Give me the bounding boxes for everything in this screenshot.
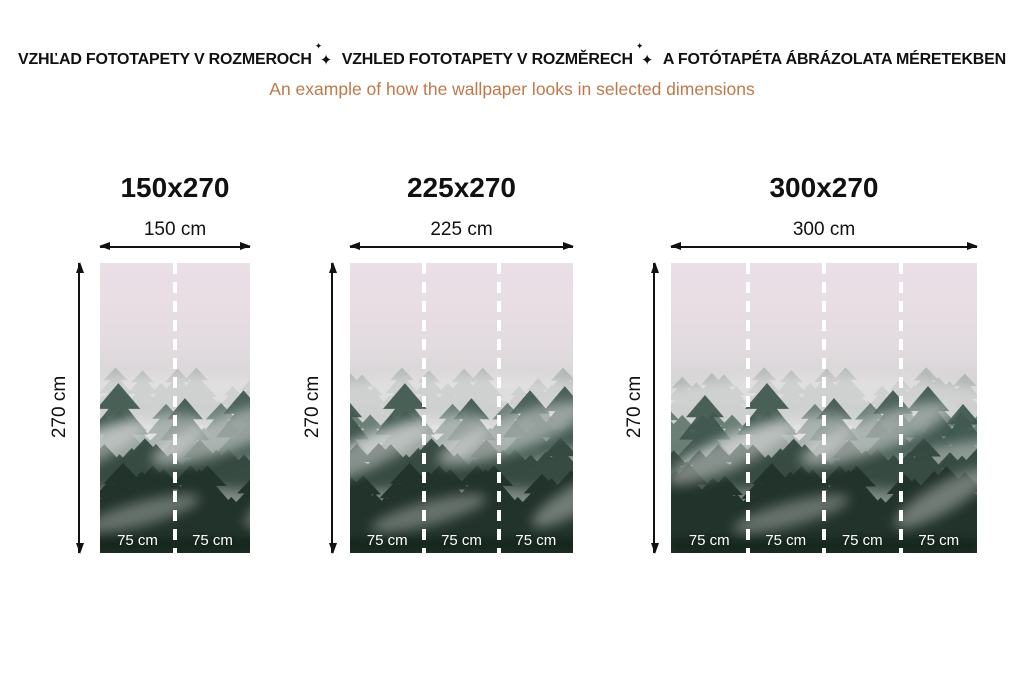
segment-width-label: 75 cm [918, 532, 960, 549]
width-arrow [99, 242, 251, 250]
title-part-cz: VZHLED FOTOTAPETY V ROZMĚRECH [341, 51, 633, 68]
wallpaper-preview-150x270: 75 cm 75 cm [100, 263, 250, 553]
height-dimension-label: 270 cm [49, 375, 70, 439]
panel-divider [822, 263, 826, 553]
segment-width-label: 75 cm [441, 532, 482, 549]
panel-divider [496, 263, 501, 553]
height-arrow [76, 262, 84, 554]
width-arrow [670, 242, 978, 250]
sparkle-icon: ✦ ✦ [635, 42, 654, 70]
segment-labels: 75 cm 75 cm 75 cm 75 cm [671, 532, 977, 549]
subtitle: An example of how the wallpaper looks in… [269, 79, 755, 99]
panel-divider [898, 263, 903, 553]
foggy-forest-image [350, 263, 573, 553]
width-dimension-label: 225 cm [430, 219, 493, 240]
panel-divider [745, 263, 750, 553]
wallpaper-preview-225x270: 75 cm 75 cm 75 cm [350, 263, 573, 553]
size-title-300x270: 300x270 [769, 172, 879, 203]
segment-width-label: 75 cm [515, 532, 557, 549]
height-dimension-label: 270 cm [624, 375, 645, 439]
title-part-sk: VZHĽAD FOTOTAPETY V ROZMEROCH [18, 51, 312, 68]
header-multilingual-title: VZHĽAD FOTOTAPETY V ROZMEROCH ✦ ✦ VZHLED … [0, 42, 1024, 70]
wallpaper-preview-300x270: 75 cm 75 cm 75 cm 75 cm [671, 263, 977, 553]
segment-width-label: 75 cm [688, 532, 730, 549]
segment-width-label: 75 cm [366, 532, 408, 549]
panel-divider [422, 263, 427, 553]
width-dimension-label: 150 cm [143, 219, 207, 240]
height-arrow [329, 262, 337, 554]
segment-width-label: 75 cm [117, 532, 158, 549]
sparkle-icon: ✦ ✦ [314, 42, 333, 70]
segment-labels: 75 cm 75 cm 75 cm [350, 532, 573, 549]
width-arrow [349, 242, 574, 250]
size-title-150x270: 150x270 [120, 172, 230, 203]
segment-width-label: 75 cm [765, 532, 807, 549]
segment-labels: 75 cm 75 cm [100, 532, 250, 549]
size-title-225x270: 225x270 [406, 172, 516, 203]
segment-width-label: 75 cm [192, 532, 233, 549]
height-arrow [651, 262, 659, 554]
height-dimension-label: 270 cm [302, 375, 323, 439]
title-part-hu: A FOTÓTAPÉTA ÁBRÁZOLATA MÉRETEKBEN [662, 51, 1006, 68]
segment-width-label: 75 cm [841, 532, 883, 549]
panel-divider [173, 263, 177, 553]
width-dimension-label: 300 cm [792, 219, 856, 240]
